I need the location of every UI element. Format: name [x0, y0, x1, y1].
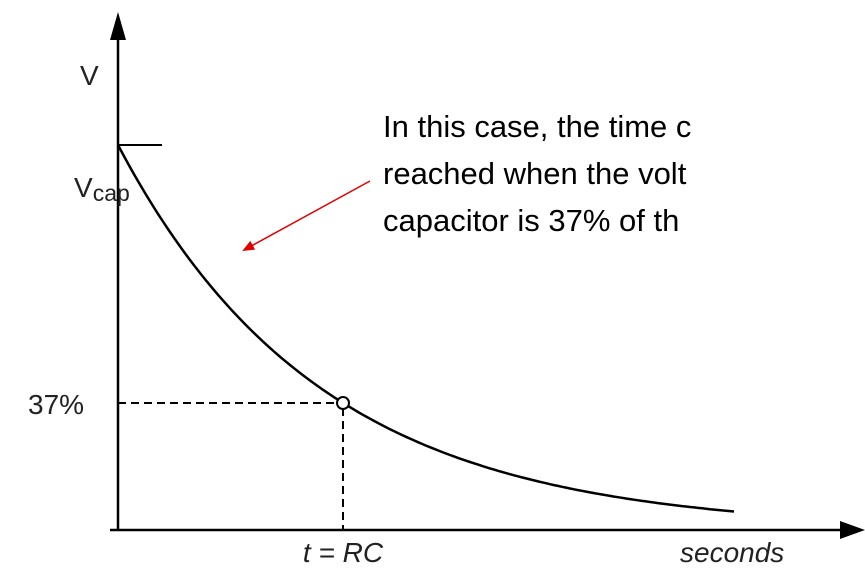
note-line: capacitor is 37% of th — [383, 203, 679, 238]
note-line: reached when the volt — [383, 156, 687, 191]
x-axis-arrow — [840, 521, 865, 539]
pointer-arrow — [242, 180, 371, 251]
discharge-curve — [116, 144, 735, 513]
x-axis-label: seconds — [680, 537, 784, 568]
tau-point — [336, 396, 350, 410]
percent-label: 37% — [28, 389, 84, 420]
vcap-sub: cap — [93, 180, 130, 206]
vcap-label: Vcap — [74, 172, 130, 206]
y-axis-label: V — [80, 60, 99, 91]
time-constant-label: t = RC — [303, 537, 384, 568]
y-axis-arrow — [110, 12, 126, 40]
note-line: In this case, the time c — [383, 109, 691, 144]
vcap-main: V — [74, 172, 93, 203]
